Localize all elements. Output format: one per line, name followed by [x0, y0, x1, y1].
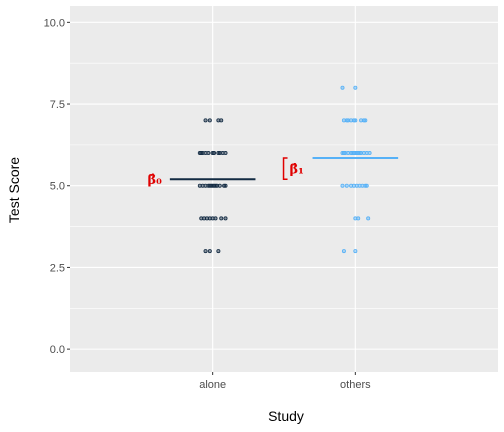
- data-point-others: [366, 216, 371, 221]
- data-point-others: [356, 216, 361, 221]
- data-point-others: [353, 85, 358, 90]
- data-point-alone: [207, 118, 212, 123]
- annotation-beta-hat-1: β̂₁: [290, 163, 304, 178]
- data-point-others: [353, 118, 358, 123]
- y-axis-ticks: 0.0 2.5 5.0 7.5 10.0: [44, 17, 70, 356]
- grid-lines: [70, 6, 498, 372]
- data-point-others: [340, 85, 345, 90]
- data-point-others: [363, 118, 368, 123]
- y-tick-label: 7.5: [50, 99, 65, 111]
- annotation-bracket: [282, 157, 288, 180]
- data-point-others: [367, 151, 372, 156]
- data-point-alone: [213, 216, 218, 221]
- coefficient-annotations: β̂₀ β̂₁: [148, 157, 304, 188]
- y-tick-label: 10.0: [44, 17, 65, 29]
- annotation-beta-hat-0: β̂₀: [148, 173, 163, 188]
- data-point-others: [344, 183, 349, 188]
- data-point-others: [364, 183, 369, 188]
- x-axis-ticks: alone others: [199, 372, 371, 391]
- data-point-alone: [203, 118, 208, 123]
- x-tick-label: alone: [199, 379, 226, 391]
- data-point-alone: [219, 118, 224, 123]
- y-axis-title: Test Score: [6, 157, 22, 223]
- x-axis-title: Study: [268, 408, 304, 424]
- data-point-alone: [216, 249, 221, 254]
- data-point-alone: [212, 151, 217, 156]
- data-point-others: [340, 183, 345, 188]
- y-tick-label: 2.5: [50, 262, 65, 274]
- data-point-alone: [203, 249, 208, 254]
- y-tick-label: 5.0: [50, 181, 65, 193]
- mean-lines: [169, 156, 399, 181]
- data-point-others: [341, 249, 346, 254]
- data-point-alone: [207, 249, 212, 254]
- data-points: [197, 85, 372, 254]
- panel-background: [70, 6, 498, 372]
- x-tick-label: others: [340, 379, 371, 391]
- data-point-alone: [206, 151, 211, 156]
- data-point-alone: [219, 216, 224, 221]
- data-point-alone: [223, 183, 228, 188]
- data-point-alone: [223, 216, 228, 221]
- data-point-alone: [223, 151, 228, 156]
- data-point-others: [353, 249, 358, 254]
- data-point-alone: [217, 183, 222, 188]
- y-tick-label: 0.0: [50, 344, 65, 356]
